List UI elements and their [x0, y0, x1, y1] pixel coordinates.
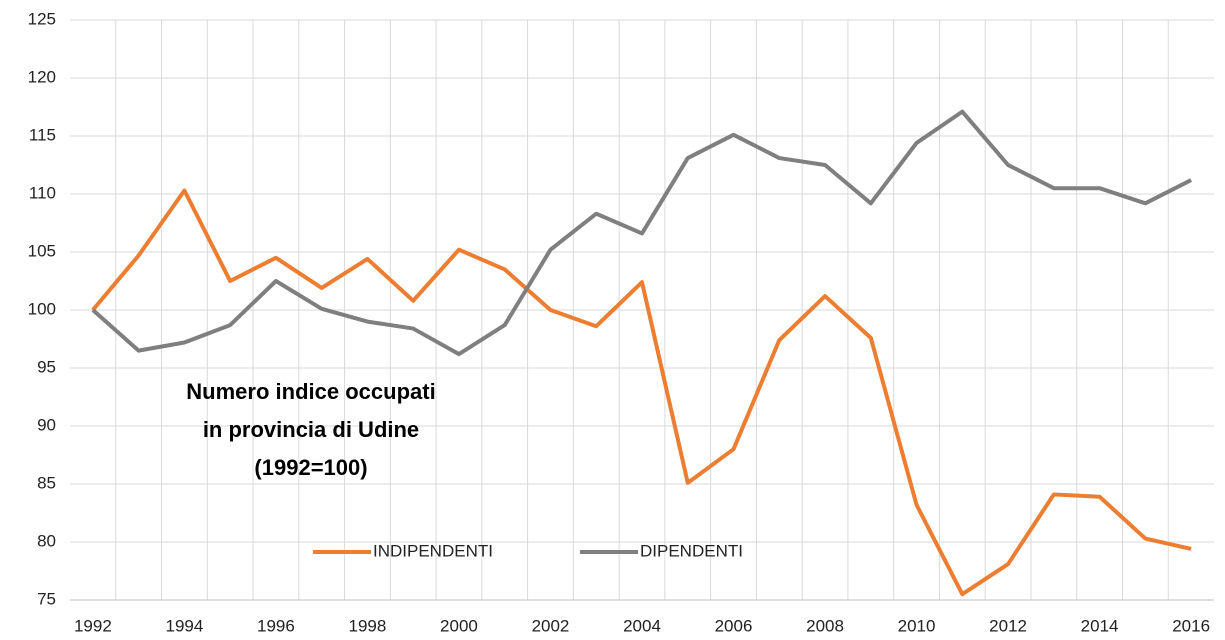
x-tick-label: 1992: [74, 616, 112, 635]
legend-label: DIPENDENTI: [640, 541, 743, 560]
x-tick-label: 1994: [165, 616, 203, 635]
x-tick-label: 2014: [1081, 616, 1119, 635]
y-tick-label: 120: [28, 67, 56, 86]
y-tick-label: 75: [37, 589, 56, 608]
x-tick-label: 2010: [898, 616, 936, 635]
x-tick-label: 2002: [532, 616, 570, 635]
x-tick-label: 1998: [349, 616, 387, 635]
x-tick-label: 1996: [257, 616, 295, 635]
x-tick-label: 2006: [715, 616, 753, 635]
x-tick-label: 2016: [1172, 616, 1210, 635]
annotation: (1992=100): [254, 455, 367, 480]
line: [91, 109, 1193, 357]
y-tick-label: 115: [29, 125, 56, 144]
annotation: in provincia di Udine: [203, 417, 419, 442]
x-tick-label: 2000: [440, 616, 478, 635]
y-tick-label: 100: [28, 299, 56, 318]
y-tick-label: 85: [37, 473, 56, 492]
legend-label: INDIPENDENTI: [373, 541, 493, 560]
x-tick-label: 2012: [989, 616, 1027, 635]
y-tick-label: 90: [37, 415, 56, 434]
annotation: Numero indice occupati: [186, 379, 435, 404]
x-tick-label: 2004: [623, 616, 661, 635]
y-tick-label: 110: [29, 183, 56, 202]
y-tick-label: 125: [28, 9, 56, 28]
line: [91, 188, 1192, 597]
plot: 75 80 85 90 95 100 105 110 115 120 125 1992 1994 1996…: [28, 9, 1214, 635]
y-tick-label: 95: [37, 357, 56, 376]
y-tick-label: 105: [28, 241, 56, 260]
x-tick-label: 2008: [806, 616, 844, 635]
y-tick-label: 80: [37, 531, 56, 550]
